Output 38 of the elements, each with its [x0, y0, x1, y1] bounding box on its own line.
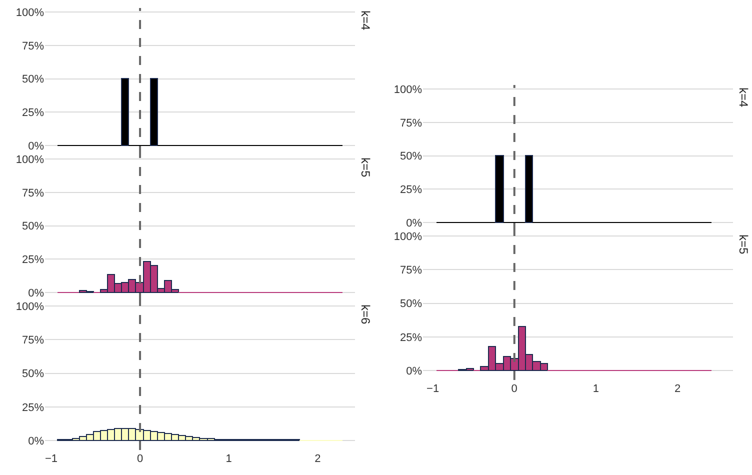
y-tick-label: 75% — [22, 334, 44, 347]
y-tick-label: 0% — [406, 218, 422, 230]
x-tick-label: 0 — [136, 453, 144, 465]
y-tick-label: 25% — [400, 332, 422, 344]
y-tick-label: 75% — [400, 117, 422, 130]
y-tick-label: 50% — [22, 74, 44, 86]
text: k=4 — [358, 10, 373, 30]
y-tick-label: 100% — [394, 84, 422, 96]
y-tick-label: 50% — [22, 368, 44, 380]
y-tick-label: 100% — [16, 6, 44, 19]
y-tick-label: 25% — [22, 254, 44, 266]
x-tick-label: 1 — [592, 383, 600, 395]
y-tick-label: 0% — [406, 365, 422, 378]
y-tick-label: 50% — [22, 220, 44, 233]
y-tick-label: 25% — [22, 107, 44, 120]
x-tick-label: −1 — [44, 453, 58, 465]
y-tick-label: 25% — [22, 402, 44, 414]
y-tick-label: 0% — [28, 288, 44, 300]
y-tick-label: 75% — [400, 264, 422, 277]
y-tick-label: 25% — [400, 184, 422, 196]
y-tick-label: 0% — [28, 435, 44, 448]
text: k=5 — [358, 157, 373, 178]
y-tick-label: 100% — [394, 230, 422, 243]
x-tick-label: 1 — [226, 453, 232, 465]
y-tick-label: 0% — [28, 140, 44, 152]
text: k=5 — [736, 234, 751, 254]
x-tick-label: −1 — [426, 383, 440, 395]
x-tick-label: 2 — [674, 383, 681, 395]
y-tick-label: 75% — [22, 187, 44, 200]
text: k=6 — [358, 304, 373, 324]
y-tick-label: 50% — [400, 150, 422, 163]
y-tick-label: 100% — [16, 154, 44, 166]
y-tick-label: 50% — [400, 298, 422, 310]
y-tick-label: 100% — [16, 300, 44, 313]
x-tick-label: 2 — [314, 453, 321, 465]
y-tick-label: 75% — [22, 40, 44, 52]
x-tick-label: 0 — [511, 383, 518, 395]
text: k=4 — [736, 87, 751, 108]
